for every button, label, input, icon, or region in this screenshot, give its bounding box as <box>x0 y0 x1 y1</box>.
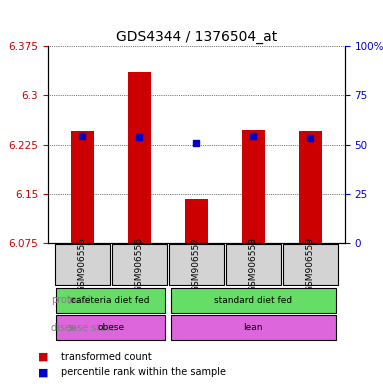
Text: protocol: protocol <box>51 295 90 305</box>
Text: GSM906555: GSM906555 <box>78 237 87 292</box>
Text: GSM906559: GSM906559 <box>306 237 315 292</box>
FancyBboxPatch shape <box>112 244 167 285</box>
FancyBboxPatch shape <box>169 244 224 285</box>
Text: ■: ■ <box>38 352 49 362</box>
Text: disease state: disease state <box>51 323 116 333</box>
Text: standard diet fed: standard diet fed <box>214 296 293 305</box>
FancyBboxPatch shape <box>170 288 336 313</box>
FancyBboxPatch shape <box>226 244 281 285</box>
Text: transformed count: transformed count <box>61 352 152 362</box>
Bar <box>185 199 208 243</box>
Text: cafeteria diet fed: cafeteria diet fed <box>71 296 150 305</box>
Text: obese: obese <box>97 323 124 333</box>
Title: GDS4344 / 1376504_at: GDS4344 / 1376504_at <box>116 30 277 44</box>
FancyBboxPatch shape <box>56 315 165 340</box>
Bar <box>71 131 93 243</box>
Bar <box>128 72 151 243</box>
Text: ■: ■ <box>38 367 49 377</box>
Text: lean: lean <box>244 323 263 333</box>
Text: GSM906558: GSM906558 <box>249 237 258 292</box>
Bar <box>299 131 322 243</box>
Text: GSM906557: GSM906557 <box>192 237 201 292</box>
FancyBboxPatch shape <box>283 244 338 285</box>
Bar <box>242 130 265 243</box>
Text: percentile rank within the sample: percentile rank within the sample <box>61 367 226 377</box>
FancyBboxPatch shape <box>55 244 110 285</box>
FancyBboxPatch shape <box>170 315 336 340</box>
Text: GSM906556: GSM906556 <box>135 237 144 292</box>
FancyBboxPatch shape <box>56 288 165 313</box>
